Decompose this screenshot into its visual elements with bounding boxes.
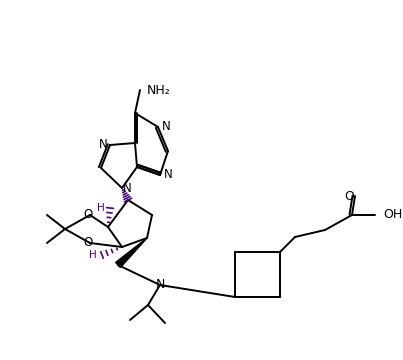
Text: O: O bbox=[83, 208, 93, 221]
Text: O: O bbox=[83, 237, 93, 249]
Text: N: N bbox=[99, 139, 107, 152]
Text: N: N bbox=[123, 181, 131, 194]
Text: N: N bbox=[162, 121, 170, 134]
Text: H: H bbox=[97, 203, 105, 213]
Text: OH: OH bbox=[383, 208, 402, 221]
Text: N: N bbox=[164, 168, 172, 181]
Polygon shape bbox=[116, 238, 147, 267]
Text: O: O bbox=[344, 189, 354, 202]
Text: N: N bbox=[155, 279, 165, 292]
Text: NH₂: NH₂ bbox=[147, 84, 171, 96]
Text: H: H bbox=[89, 250, 97, 260]
